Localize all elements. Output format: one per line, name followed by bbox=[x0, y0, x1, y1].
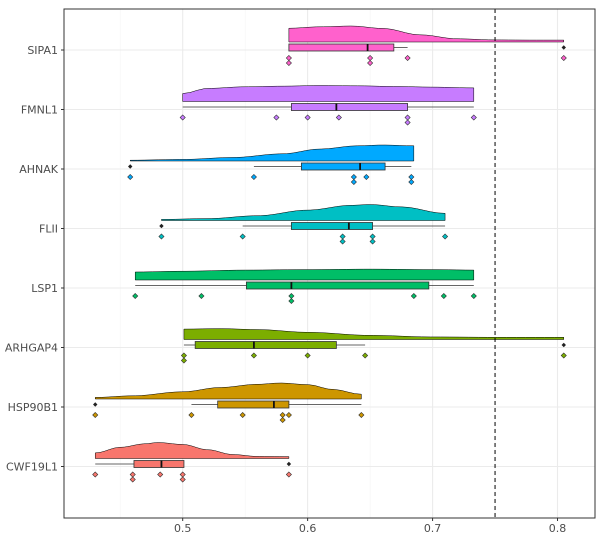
point-cwf19l1 bbox=[157, 471, 164, 478]
point-lsp1 bbox=[470, 292, 477, 300]
x-tick-label: 0.8 bbox=[549, 522, 567, 535]
series-arhgap4 bbox=[180, 328, 567, 364]
point-fmnl1 bbox=[404, 119, 411, 126]
box-lsp1 bbox=[246, 281, 430, 290]
y-tick-label: FMNL1 bbox=[21, 104, 58, 117]
point-hsp90b1 bbox=[92, 411, 99, 419]
point-fmnl1 bbox=[273, 114, 280, 121]
point-flii bbox=[442, 233, 449, 240]
density-lsp1 bbox=[134, 268, 475, 281]
point-lsp1 bbox=[132, 292, 139, 300]
point-cwf19l1 bbox=[285, 471, 292, 478]
box-cwf19l1 bbox=[133, 460, 185, 468]
point-hsp90b1 bbox=[358, 411, 365, 419]
box-arhgap4 bbox=[194, 341, 337, 349]
axis-layer: SIPA1 FMNL1 AHNAK FLII LSP1 ARHGAP4 HSP90B1 CWF… bbox=[5, 44, 566, 535]
outlier-sipa1 bbox=[561, 45, 566, 50]
point-sipa1 bbox=[285, 59, 292, 67]
point-fmnl1 bbox=[335, 114, 342, 121]
outlier-arhgap4 bbox=[561, 342, 566, 348]
x-tick-label: 0.6 bbox=[299, 522, 317, 535]
y-tick-label: CWF19L1 bbox=[6, 461, 58, 474]
point-cwf19l1 bbox=[92, 471, 99, 478]
point-fmnl1 bbox=[470, 114, 477, 121]
plot-panel-border bbox=[63, 8, 596, 519]
x-tick-label: 0.5 bbox=[174, 522, 192, 535]
point-hsp90b1 bbox=[279, 416, 286, 424]
point-flii bbox=[158, 233, 165, 240]
density-sipa1 bbox=[288, 25, 565, 43]
point-hsp90b1 bbox=[285, 411, 292, 419]
series-ahnak bbox=[127, 144, 415, 186]
point-ahnak bbox=[127, 173, 134, 181]
outlier-hsp90b1 bbox=[93, 402, 98, 407]
series-fmnl1 bbox=[179, 85, 477, 126]
density-flii bbox=[161, 204, 446, 221]
point-sipa1 bbox=[404, 54, 411, 62]
outlier-flii bbox=[159, 223, 164, 229]
y-tick-label: LSP1 bbox=[31, 282, 58, 295]
point-lsp1 bbox=[198, 292, 205, 300]
point-flii bbox=[339, 238, 346, 245]
density-ahnak bbox=[129, 144, 415, 162]
point-sipa1 bbox=[367, 59, 374, 67]
series-lsp1 bbox=[132, 268, 477, 305]
box-sipa1 bbox=[288, 43, 395, 52]
point-ahnak bbox=[363, 173, 370, 181]
point-arhgap4 bbox=[180, 357, 187, 364]
density-hsp90b1 bbox=[94, 382, 362, 400]
point-cwf19l1 bbox=[129, 476, 136, 483]
series-sipa1 bbox=[285, 25, 567, 67]
box-flii bbox=[290, 222, 374, 230]
y-tick-label: SIPA1 bbox=[27, 44, 58, 57]
point-ahnak bbox=[408, 178, 415, 186]
point-cwf19l1 bbox=[179, 476, 186, 483]
series-cwf19l1 bbox=[92, 442, 292, 483]
density-fmnl1 bbox=[182, 85, 475, 102]
point-arhgap4 bbox=[560, 352, 567, 359]
density-arhgap4 bbox=[183, 328, 565, 340]
point-arhgap4 bbox=[250, 352, 257, 359]
box-fmnl1 bbox=[290, 103, 408, 111]
point-lsp1 bbox=[288, 297, 295, 305]
point-arhgap4 bbox=[304, 352, 311, 359]
point-hsp90b1 bbox=[239, 411, 246, 419]
point-lsp1 bbox=[440, 292, 447, 300]
x-tick-label: 0.7 bbox=[424, 522, 442, 535]
series-flii bbox=[158, 204, 449, 245]
data-layer bbox=[92, 25, 567, 483]
point-lsp1 bbox=[410, 292, 417, 300]
point-flii bbox=[369, 238, 376, 245]
outlier-ahnak bbox=[128, 164, 133, 169]
y-tick-label: HSP90B1 bbox=[8, 401, 58, 414]
point-ahnak bbox=[250, 173, 257, 181]
point-fmnl1 bbox=[179, 114, 186, 121]
y-tick-label: AHNAK bbox=[19, 163, 59, 176]
y-tick-label: FLII bbox=[39, 223, 58, 236]
point-ahnak bbox=[350, 178, 357, 186]
y-tick-label: ARHGAP4 bbox=[5, 342, 58, 355]
box-ahnak bbox=[300, 162, 386, 171]
box-hsp90b1 bbox=[217, 400, 290, 409]
point-hsp90b1 bbox=[188, 411, 195, 419]
density-cwf19l1 bbox=[94, 442, 290, 459]
point-arhgap4 bbox=[362, 352, 369, 359]
outlier-cwf19l1 bbox=[286, 461, 292, 467]
series-hsp90b1 bbox=[92, 382, 365, 424]
point-sipa1 bbox=[560, 54, 567, 62]
point-flii bbox=[239, 233, 246, 240]
point-fmnl1 bbox=[304, 114, 311, 121]
